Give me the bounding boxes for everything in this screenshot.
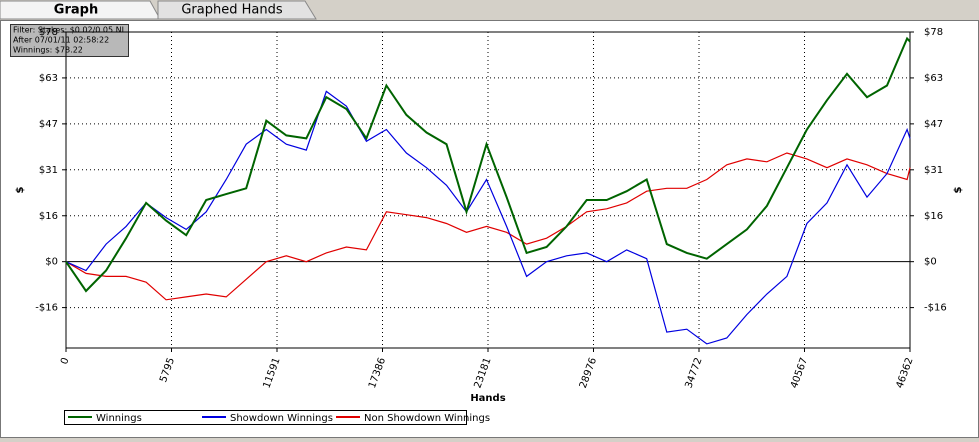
y-tick-label: $0 xyxy=(45,257,58,268)
y2-tick-label: $0 xyxy=(924,257,937,268)
series-line xyxy=(65,90,911,345)
series-line xyxy=(65,152,911,301)
y2-tick-label: $47 xyxy=(924,119,943,130)
tab-label[interactable]: Graph xyxy=(54,3,98,18)
filter-text: Winnings: $78.22 xyxy=(13,46,83,55)
y2-axis-label: $ xyxy=(953,186,964,193)
tab-label[interactable]: Graphed Hands xyxy=(181,3,282,18)
y2-tick-label: -$16 xyxy=(924,303,947,314)
x-tick-label: 0 xyxy=(59,356,72,366)
y-axis-label: $ xyxy=(15,186,26,193)
y2-tick-label: $63 xyxy=(924,73,943,84)
x-axis-label: Hands xyxy=(470,393,505,404)
y-tick-label: $31 xyxy=(39,165,58,176)
legend-label: Non Showdown Winnings xyxy=(364,413,490,424)
tab[interactable] xyxy=(157,0,317,20)
y2-tick-label: $31 xyxy=(924,165,943,176)
filter-box xyxy=(10,24,129,57)
y-tick-label: $47 xyxy=(39,119,58,130)
y2-tick-label: $16 xyxy=(924,211,943,222)
y-tick-label: $63 xyxy=(39,73,58,84)
series-line xyxy=(65,36,911,293)
legend-label: Showdown Winnings xyxy=(230,413,333,424)
y-tick-label: $16 xyxy=(39,211,58,222)
filter-text: After 07/01/11 02:58:22 xyxy=(13,36,109,45)
tab-active[interactable] xyxy=(0,0,161,20)
y-tick-label: $78 xyxy=(39,27,58,38)
chart-panel xyxy=(0,20,979,438)
legend-label: Winnings xyxy=(96,413,142,424)
y-tick-label: -$16 xyxy=(35,303,58,314)
y2-tick-label: $78 xyxy=(924,27,943,38)
legend xyxy=(64,410,467,425)
filter-text: Filter: Stakes: $0.02/0.05 NL xyxy=(13,26,127,35)
